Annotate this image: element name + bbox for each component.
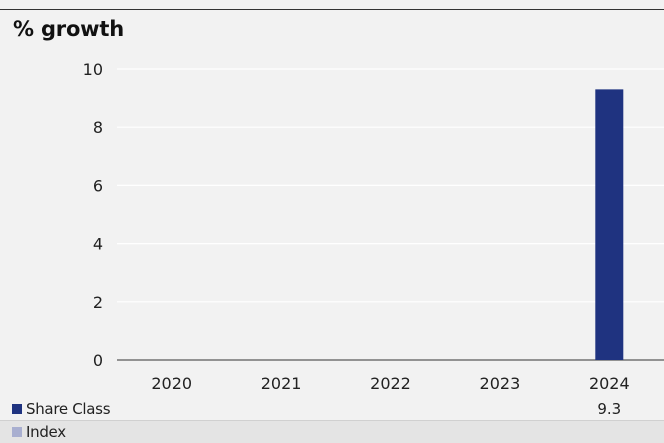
y-tick-label: 4 — [93, 235, 103, 254]
legend-row-index: Index — [0, 421, 664, 443]
x-tick-label: 2021 — [261, 374, 302, 393]
y-tick-label: 2 — [93, 293, 103, 312]
chart-title: % growth — [13, 17, 124, 41]
x-axis-ticks: 2020 2021 2022 2023 2024 — [151, 374, 629, 393]
bars — [595, 89, 624, 361]
legend-label-index: Index — [26, 423, 66, 441]
gridlines — [117, 68, 664, 361]
x-tick-label: 2020 — [151, 374, 192, 393]
share-class-swatch — [12, 404, 22, 414]
top-rule — [0, 9, 664, 10]
y-tick-label: 8 — [93, 118, 103, 137]
legend-divider — [0, 420, 664, 421]
y-tick-label: 6 — [93, 176, 103, 195]
x-tick-label: 2022 — [370, 374, 411, 393]
bar-share-class-2024 — [595, 89, 624, 361]
legend-value-2024: 9.3 — [597, 400, 622, 418]
y-tick-label: 10 — [83, 60, 103, 79]
x-tick-label: 2024 — [589, 374, 630, 393]
y-tick-label: 0 — [93, 351, 103, 370]
x-tick-label: 2023 — [480, 374, 521, 393]
y-axis-ticks: 0 2 4 6 8 10 — [83, 60, 103, 370]
bar-chart: 0 2 4 6 8 10 2020 2021 2022 2023 2024 — [83, 60, 664, 393]
legend-row-share-class: Share Class 9.3 — [0, 398, 664, 420]
index-swatch — [12, 427, 22, 437]
legend-label-share-class: Share Class — [26, 400, 111, 418]
